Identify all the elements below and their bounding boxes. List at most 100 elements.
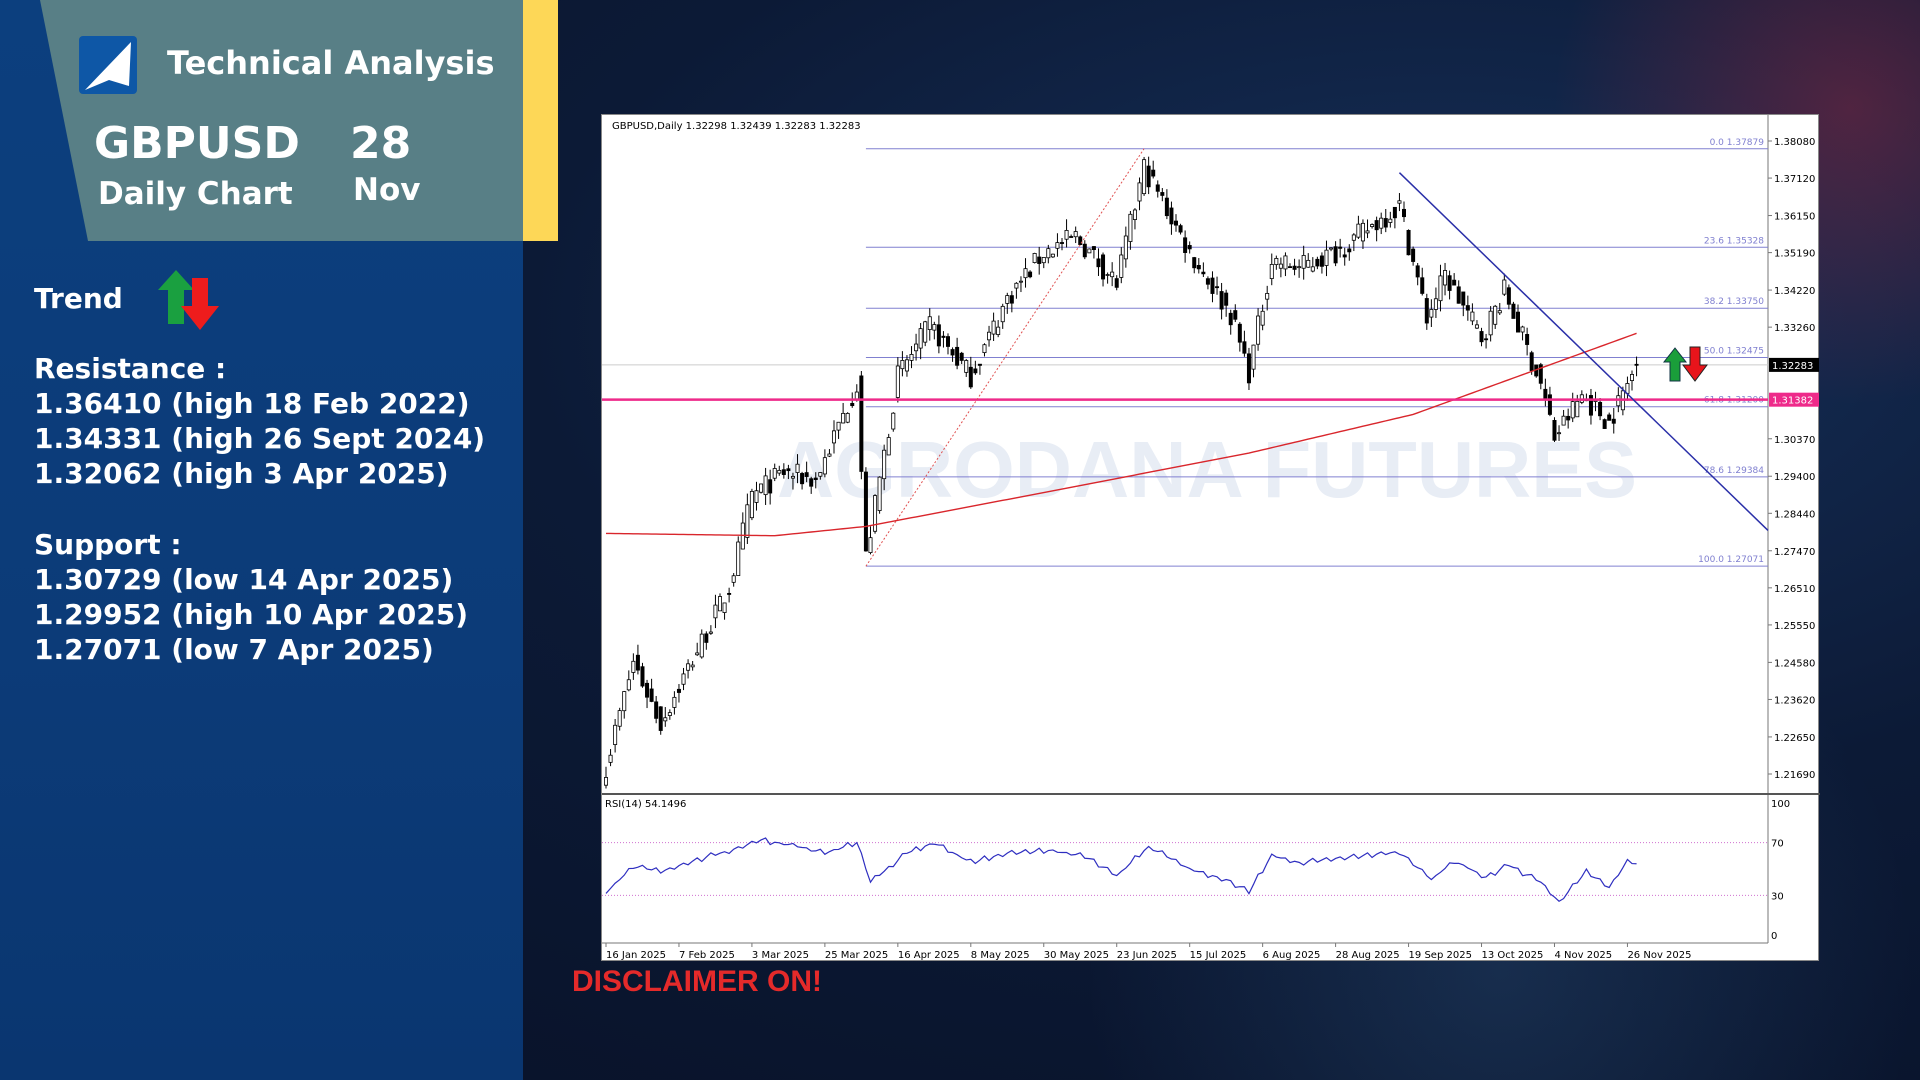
- candle-body: [1274, 258, 1279, 266]
- resistance-level: 1.36410 (high 18 Feb 2022): [34, 387, 470, 420]
- candle-body: [1041, 256, 1046, 264]
- candle-body: [640, 666, 645, 687]
- brand-logo: [79, 36, 137, 94]
- candle-body: [763, 475, 768, 496]
- rsi-tick-label: 100: [1771, 799, 1790, 810]
- candle-body: [904, 359, 909, 372]
- candle-body: [1552, 420, 1557, 441]
- resistance-level: 1.34331 (high 26 Sept 2024): [34, 422, 486, 455]
- support-level: 1.30729 (low 14 Apr 2025): [34, 563, 454, 596]
- candle-body: [1520, 326, 1525, 333]
- candle-body: [1105, 274, 1110, 276]
- candle-body: [1187, 245, 1192, 250]
- candle-body: [1301, 255, 1306, 269]
- candle-body: [1233, 310, 1238, 320]
- candle-body: [1283, 255, 1288, 270]
- candle-body: [1064, 230, 1069, 240]
- page-title: Technical Analysis: [167, 44, 495, 82]
- resistance-title: Resistance :: [34, 352, 227, 385]
- candle-body: [914, 343, 919, 352]
- candle-body: [950, 349, 955, 356]
- trend-label: Trend: [34, 282, 123, 315]
- candle-body: [1347, 248, 1352, 253]
- candle-body: [1392, 206, 1397, 219]
- fib-level-label: 50.0 1.32475: [1704, 346, 1764, 356]
- candle-body: [941, 335, 946, 338]
- candle-body: [1164, 197, 1169, 217]
- candle-body: [1315, 258, 1320, 267]
- candle-body: [1488, 310, 1493, 336]
- candle-body: [1215, 286, 1220, 289]
- candle-body: [1497, 310, 1502, 314]
- candle-body: [1018, 280, 1023, 283]
- candle-body: [1484, 338, 1489, 341]
- support-level: 1.27071 (low 7 Apr 2025): [34, 633, 434, 666]
- candle-body: [859, 375, 864, 472]
- rsi-tick-label: 70: [1771, 839, 1784, 850]
- candle-body: [695, 652, 700, 656]
- rsi-line: [605, 837, 1637, 902]
- x-tick-label: 30 May 2025: [1044, 950, 1109, 961]
- candle-body: [964, 360, 969, 373]
- candle-body: [1178, 225, 1183, 233]
- candle-body: [841, 412, 846, 424]
- candle-body: [1219, 291, 1224, 310]
- candle-body: [1128, 213, 1133, 242]
- candle-body: [982, 344, 987, 354]
- x-tick-label: 13 Oct 2025: [1482, 950, 1544, 961]
- date-day: 28: [350, 118, 412, 169]
- candle-body: [1114, 278, 1119, 288]
- candle-body: [800, 473, 805, 485]
- candle-body: [795, 463, 800, 473]
- candle-body: [936, 324, 941, 347]
- candle-body: [1228, 312, 1233, 326]
- candle-body: [1342, 254, 1347, 258]
- line-price-label: 1.31382: [1772, 396, 1813, 407]
- candle-body: [1433, 298, 1438, 310]
- candle-body: [831, 430, 836, 444]
- candle-body: [1014, 282, 1019, 289]
- candle-body: [1561, 415, 1566, 426]
- candle-body: [1237, 323, 1242, 343]
- y-tick-label: 1.38080: [1774, 137, 1815, 148]
- candle-body: [1174, 220, 1179, 226]
- candle-body: [663, 717, 668, 722]
- candle-body: [731, 575, 736, 583]
- candle-body: [1046, 248, 1051, 259]
- candle-body: [991, 320, 996, 335]
- candle-body: [1050, 253, 1055, 258]
- watermark: AGRODANA FUTURES: [777, 425, 1637, 514]
- y-tick-label: 1.35190: [1774, 249, 1815, 260]
- x-tick-label: 26 Nov 2025: [1627, 950, 1691, 961]
- date-month: Nov: [353, 172, 421, 208]
- candle-body: [1338, 246, 1343, 249]
- candle-body: [1461, 291, 1466, 306]
- candle-body: [713, 604, 718, 619]
- candle-body: [891, 412, 896, 430]
- candle-body: [1091, 246, 1096, 250]
- fib-level-label: 38.2 1.33750: [1704, 297, 1764, 307]
- price-chart[interactable]: AGRODANA FUTURES GBPUSD,Daily 1.32298 1.3…: [601, 114, 1820, 961]
- y-tick-label: 1.25550: [1774, 621, 1815, 632]
- candle-body: [1005, 295, 1010, 304]
- candle-body: [1306, 259, 1311, 268]
- candle-body: [845, 413, 850, 423]
- candle-body: [1132, 209, 1137, 220]
- x-tick-label: 28 Aug 2025: [1336, 950, 1400, 961]
- y-tick-label: 1.30370: [1774, 435, 1815, 446]
- candle-body: [1388, 218, 1393, 223]
- timeframe: Daily Chart: [98, 176, 293, 212]
- support-title: Support :: [34, 528, 182, 561]
- candle-body: [613, 724, 618, 745]
- candle-body: [1598, 401, 1603, 417]
- candle-body: [886, 437, 891, 456]
- candle-body: [996, 326, 1001, 335]
- trend-arrows: [158, 270, 219, 330]
- candle-body: [1096, 258, 1101, 268]
- candle-body: [722, 602, 727, 613]
- y-tick-label: 1.27470: [1774, 547, 1815, 558]
- candle-body: [1566, 415, 1571, 421]
- candle-body: [1082, 243, 1087, 258]
- candle-body: [1511, 303, 1516, 319]
- candle-body: [622, 691, 627, 712]
